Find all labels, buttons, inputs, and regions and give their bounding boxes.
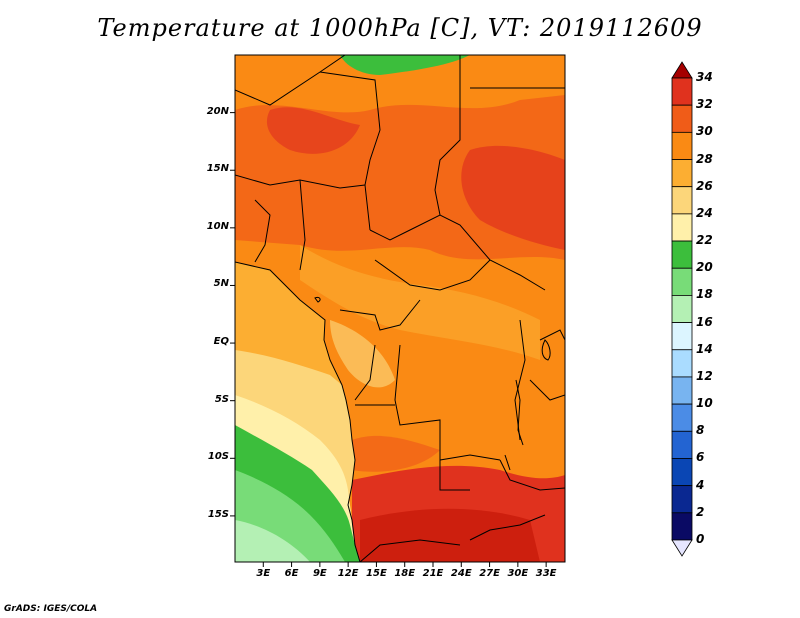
lon-tick-label: 27E bbox=[479, 568, 500, 579]
colorbar-segment bbox=[671, 159, 693, 188]
colorbar-tick-label: 8 bbox=[696, 423, 705, 438]
colorbar-segment bbox=[671, 77, 693, 106]
colorbar-top-triangle bbox=[671, 61, 693, 79]
colorbar-segment bbox=[671, 430, 693, 459]
colorbar-segment bbox=[671, 485, 693, 514]
lat-tick-label: 15S bbox=[207, 508, 229, 520]
lon-tick-label: 15E bbox=[366, 568, 387, 579]
lat-tick-label: 20N bbox=[206, 105, 229, 117]
lon-tick-label: 33E bbox=[535, 568, 557, 579]
lat-tick-label: 5N bbox=[213, 278, 229, 290]
colorbar bbox=[671, 61, 693, 557]
map-title: Temperature at 1000hPa [C], VT: 20191126… bbox=[97, 14, 703, 42]
lat-tick-label: EQ bbox=[213, 336, 229, 348]
lon-tick-label: 21E bbox=[422, 568, 444, 579]
colorbar-tick-label: 10 bbox=[696, 396, 713, 411]
lon-tick-label: 24E bbox=[450, 568, 472, 579]
lon-tick-label: 12E bbox=[337, 568, 359, 579]
green-region-north bbox=[340, 55, 470, 75]
lon-tick-label: 9E bbox=[312, 568, 327, 579]
very-hot-region-south bbox=[360, 508, 540, 562]
plot-area bbox=[235, 55, 565, 562]
lon-tick-label: 18E bbox=[394, 568, 416, 579]
colorbar-segment bbox=[671, 131, 693, 160]
lat-tick-label: 5S bbox=[214, 393, 229, 405]
lon-tick-label: 30E bbox=[507, 568, 529, 579]
lakes bbox=[314, 297, 551, 471]
colorbar-tick-label: 28 bbox=[696, 151, 713, 166]
colorbar-tick-label: 14 bbox=[696, 341, 713, 356]
colorbar-tick-label: 18 bbox=[696, 287, 713, 302]
lat-tick-label: 10N bbox=[206, 220, 229, 232]
warm-region-angola-north bbox=[352, 435, 440, 472]
lon-tick-label: 3E bbox=[256, 568, 271, 579]
colorbar-segment bbox=[671, 213, 693, 242]
colorbar-tick-label: 0 bbox=[696, 532, 705, 546]
colorbar-segment bbox=[671, 512, 693, 541]
hot-region-niger bbox=[266, 107, 360, 154]
plot-frame bbox=[234, 54, 566, 563]
colorbar-tick-label: 30 bbox=[696, 124, 713, 139]
lat-tick-label: 10S bbox=[207, 451, 229, 463]
colorbar-segment bbox=[671, 349, 693, 378]
colorbar-segment bbox=[671, 267, 693, 296]
hot-region-sudan bbox=[461, 145, 565, 250]
colorbar-segment bbox=[671, 376, 693, 405]
ocean-palegreen-band bbox=[235, 520, 310, 562]
colorbar-tick-label: 22 bbox=[696, 233, 713, 248]
colorbar-tick-label: 34 bbox=[696, 70, 713, 84]
colorbar-segment bbox=[671, 403, 693, 432]
colorbar-tick-label: 6 bbox=[696, 450, 705, 465]
colorbar-segment bbox=[671, 240, 693, 269]
lon-tick-label: 6E bbox=[284, 568, 299, 579]
colorbar-tick-label: 16 bbox=[696, 314, 713, 329]
colorbar-tick-label: 4 bbox=[696, 477, 705, 492]
colorbar-segment bbox=[671, 186, 693, 215]
colorbar-tick-label: 32 bbox=[696, 97, 713, 112]
lat-tick-label: 15N bbox=[206, 163, 229, 175]
colorbar-tick-label: 26 bbox=[696, 178, 713, 193]
colorbar-segment bbox=[671, 458, 693, 487]
cool-region-gabon bbox=[330, 320, 395, 388]
colorbar-segment bbox=[671, 322, 693, 351]
colorbar-segment bbox=[671, 104, 693, 133]
borders bbox=[235, 55, 565, 562]
colorbar-tick-label: 12 bbox=[696, 368, 713, 383]
colorbar-tick-label: 24 bbox=[696, 205, 713, 220]
colorbar-segment bbox=[671, 295, 693, 323]
colorbar-tick-label: 2 bbox=[696, 504, 705, 519]
colorbar-tick-label: 20 bbox=[696, 260, 713, 275]
axis-ticks bbox=[230, 112, 547, 567]
cooler-region-central bbox=[300, 245, 540, 360]
grads-credit: GrADS: IGES/COLA bbox=[4, 604, 98, 614]
colorbar-bottom-triangle bbox=[671, 539, 693, 557]
